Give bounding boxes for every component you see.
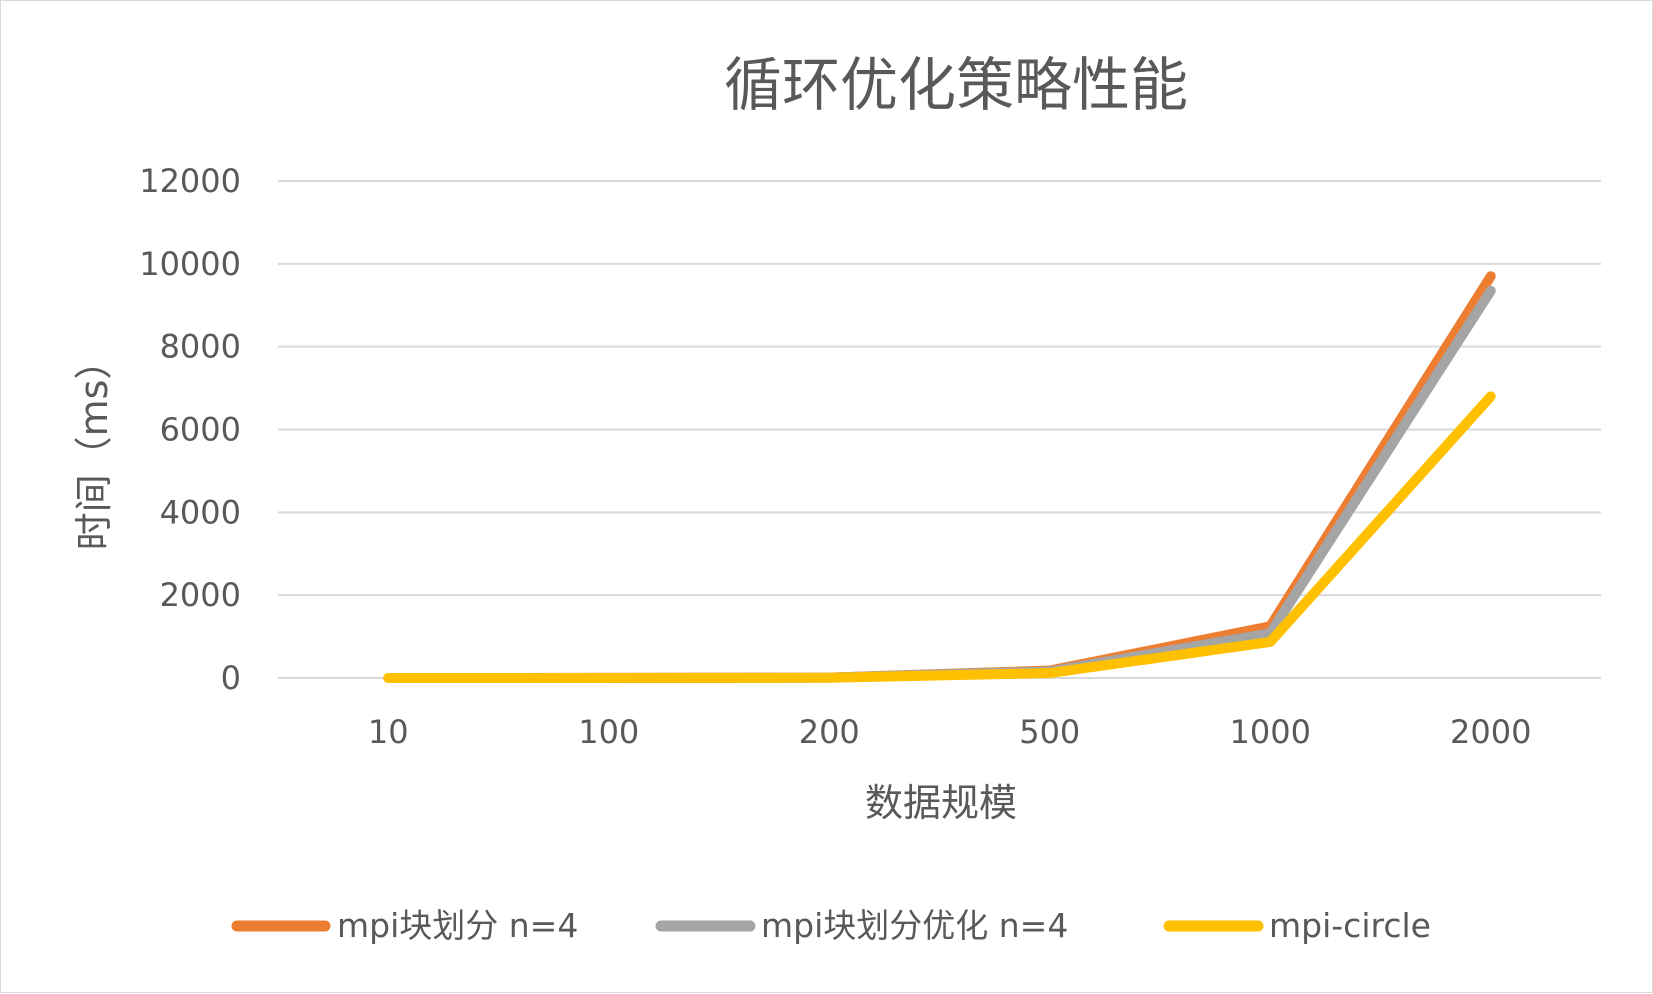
y-tick-label: 10000	[139, 245, 241, 283]
y-tick-label: 2000	[160, 576, 241, 614]
x-tick-label: 1000	[1230, 713, 1311, 751]
x-tick-label: 500	[1019, 713, 1080, 751]
legend-label: mpi块划分 n=4	[337, 906, 578, 945]
y-tick-label: 8000	[160, 328, 241, 366]
y-tick-label: 4000	[160, 493, 241, 531]
gridlines	[278, 180, 1601, 679]
x-tick-label: 10	[368, 713, 409, 751]
x-axis-title: 数据规模	[865, 781, 1017, 825]
x-axis-ticks: 10 100 200 500 1000 2000	[368, 713, 1532, 751]
chart-title: 循环优化策略性能	[724, 51, 1188, 119]
legend-item-1: mpi块划分 n=4	[231, 906, 578, 945]
series-line-2	[383, 285, 1496, 683]
y-axis-title: 时间（ms）	[72, 342, 116, 551]
y-axis-ticks: 0 2000 4000 6000 8000 10000 12000	[139, 162, 241, 697]
series-lines	[383, 271, 1496, 683]
series-line-3	[383, 391, 1496, 683]
y-tick-label: 6000	[160, 411, 241, 449]
x-tick-label: 200	[799, 713, 860, 751]
legend-item-3: mpi-circle	[1163, 906, 1431, 945]
legend: mpi块划分 n=4 mpi块划分优化 n=4 mpi-circle	[231, 906, 1431, 945]
series-line-1	[383, 271, 1496, 683]
x-tick-label: 2000	[1450, 713, 1531, 751]
y-tick-label: 0	[221, 659, 241, 697]
legend-label: mpi-circle	[1269, 906, 1431, 945]
x-tick-label: 100	[578, 713, 639, 751]
y-tick-label: 12000	[139, 162, 241, 200]
legend-item-2: mpi块划分优化 n=4	[655, 906, 1068, 945]
legend-label: mpi块划分优化 n=4	[761, 906, 1068, 945]
